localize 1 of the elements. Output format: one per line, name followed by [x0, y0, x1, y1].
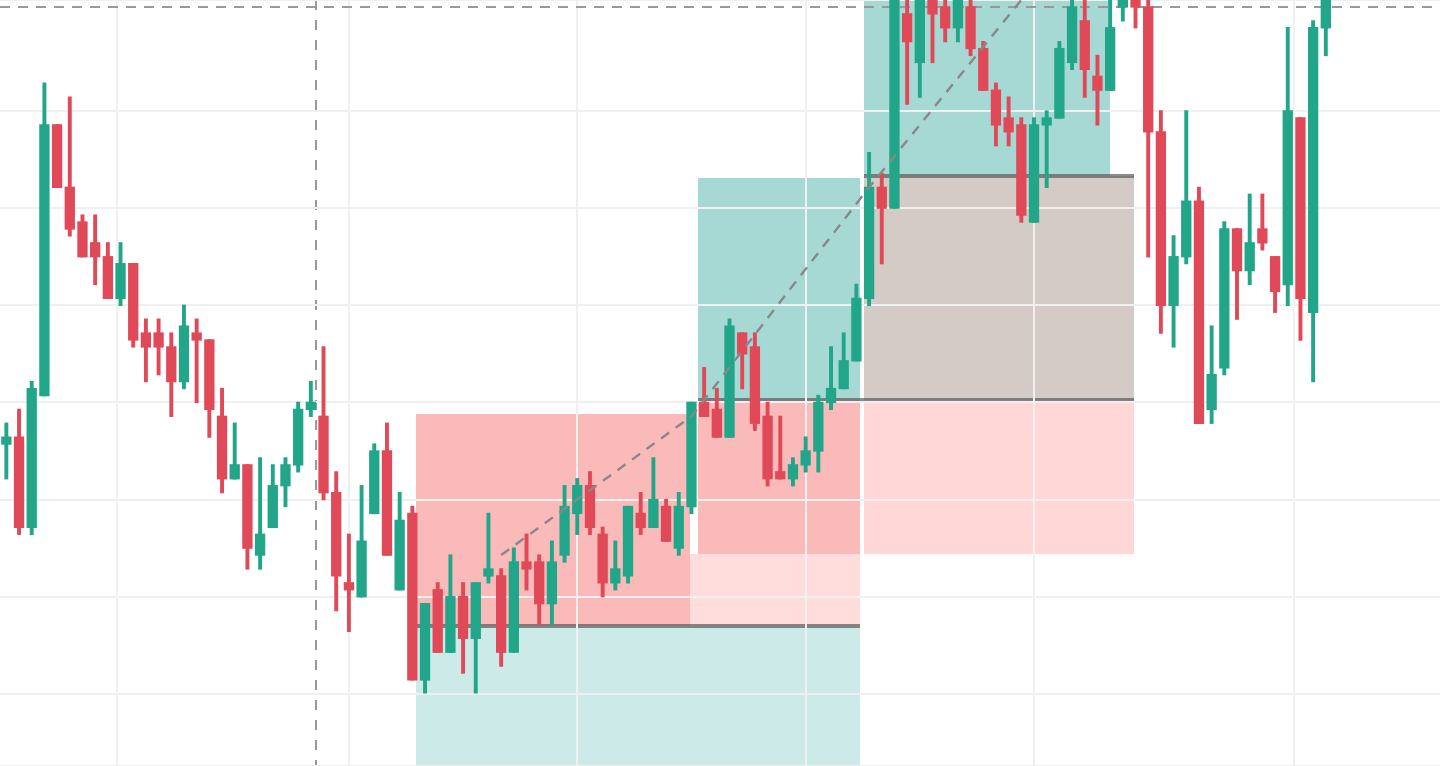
candlestick [343, 533, 355, 633]
